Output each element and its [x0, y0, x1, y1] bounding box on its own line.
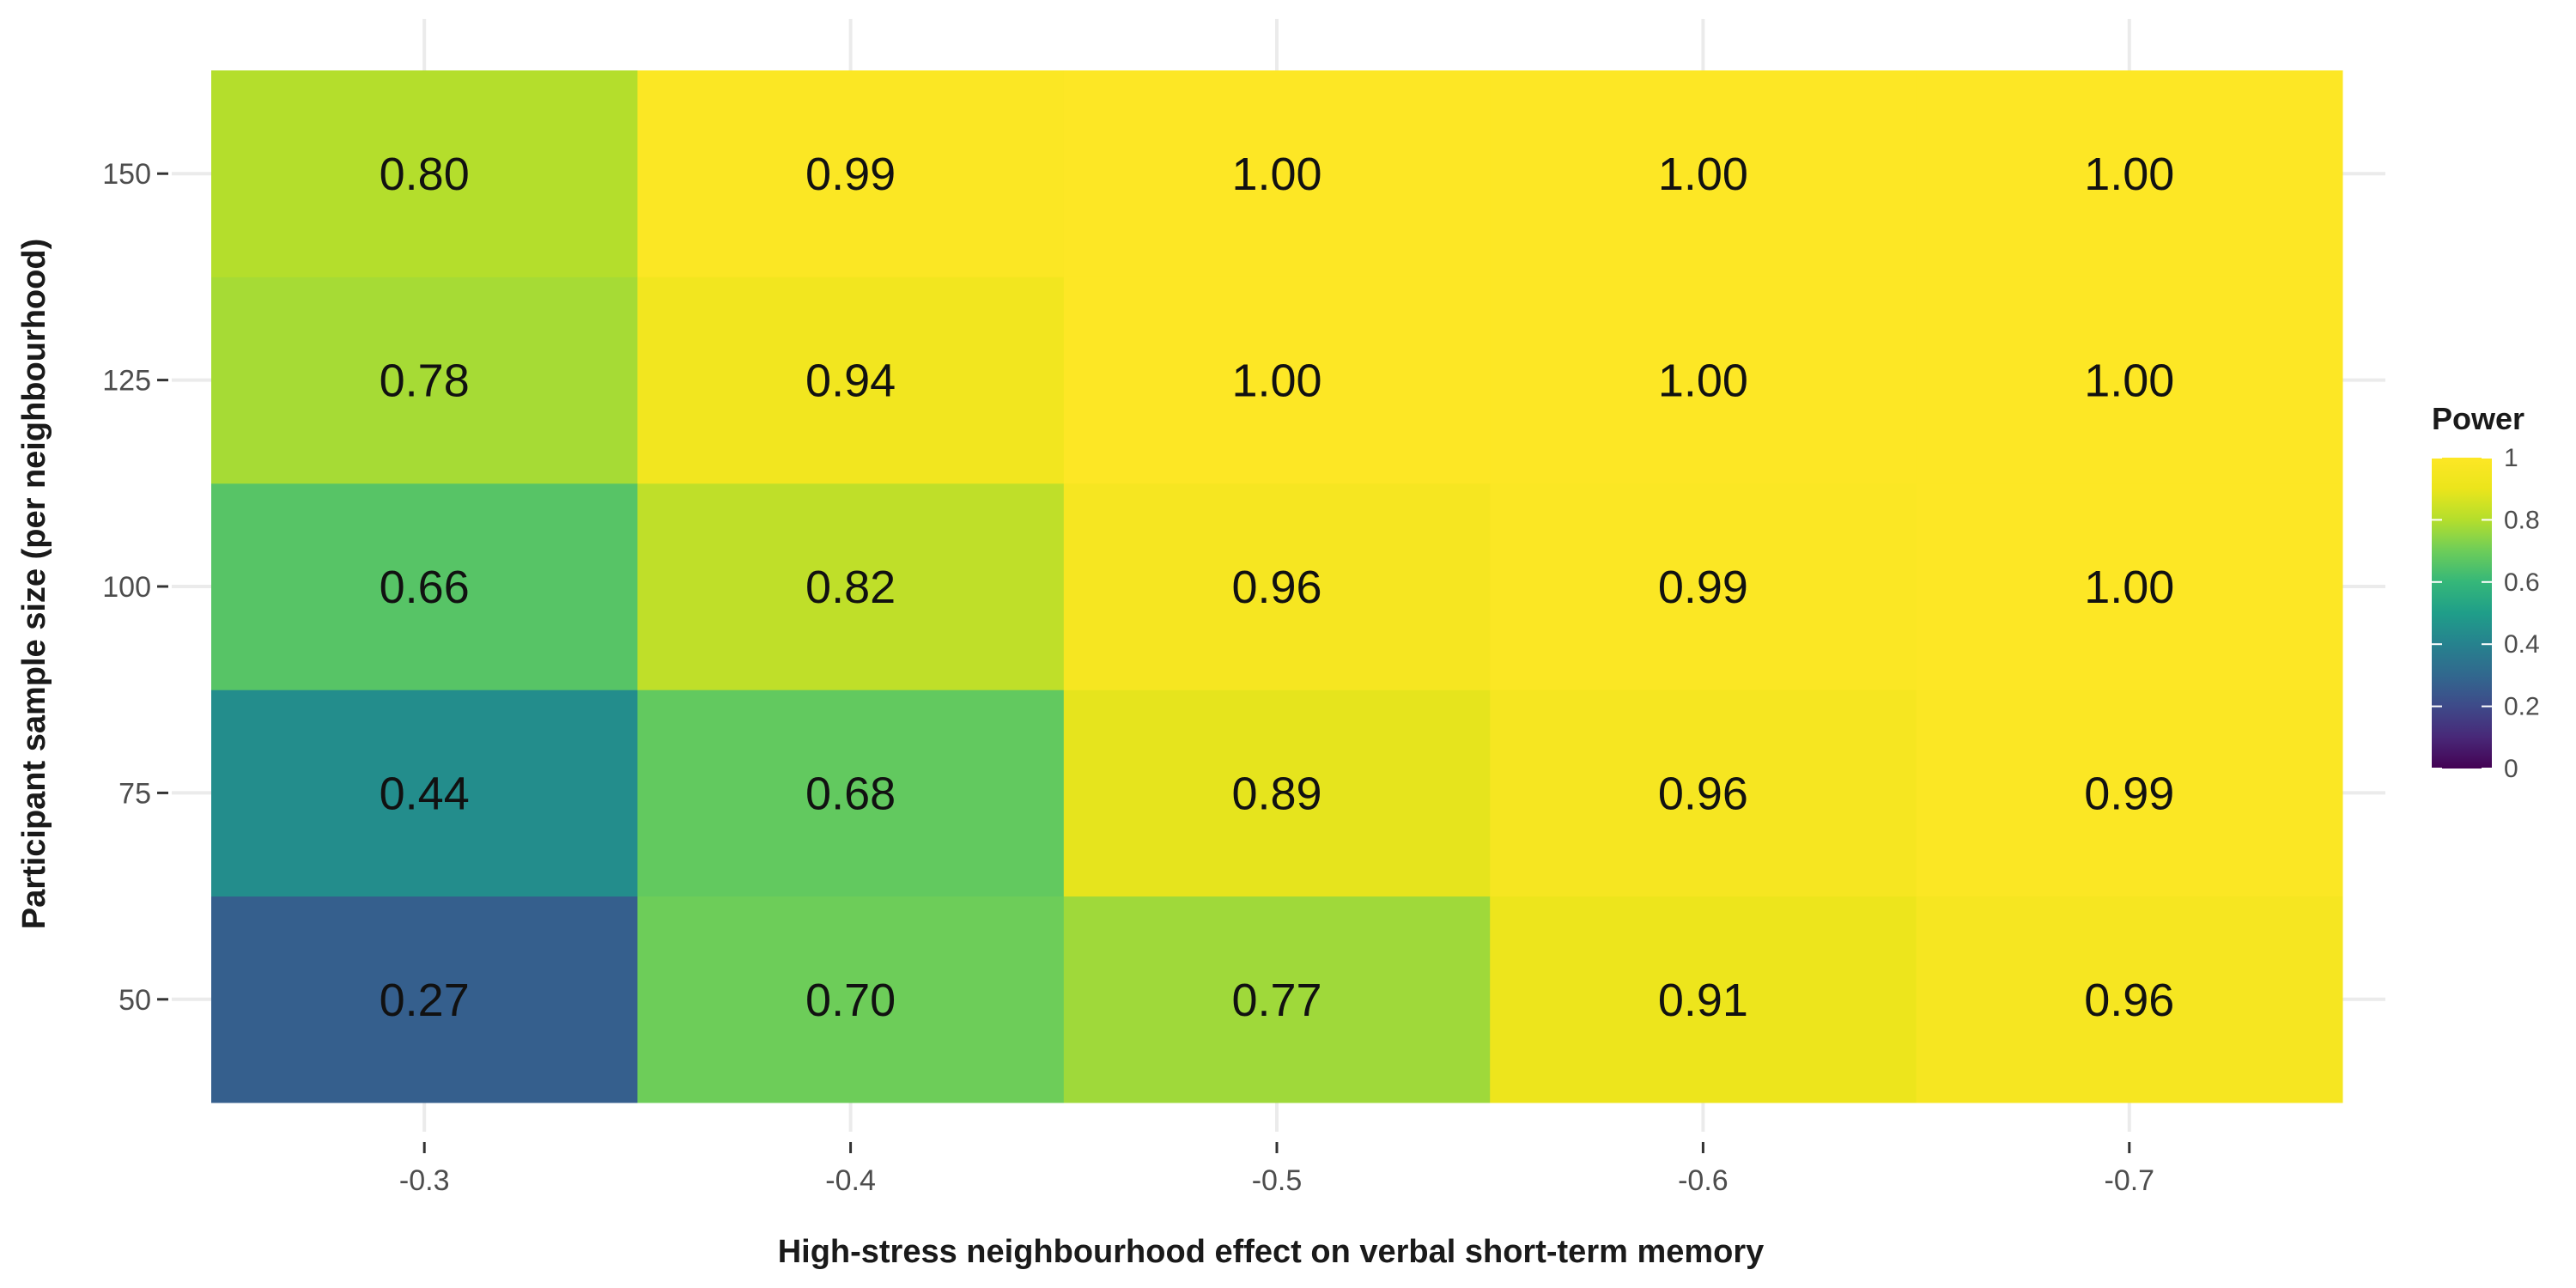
x-tick-label: -0.6 — [1678, 1164, 1728, 1197]
heatmap-cell — [211, 690, 638, 897]
heatmap-cell — [637, 276, 1065, 484]
cell-value-label: 0.80 — [380, 149, 470, 200]
x-tick-label: -0.4 — [825, 1164, 876, 1197]
legend-color-bar — [2432, 458, 2492, 769]
heatmap-cell — [1916, 690, 2343, 897]
heatmap-cell — [637, 690, 1065, 897]
cell-value-label: 0.89 — [1231, 768, 1321, 819]
cell-value-label: 0.77 — [1231, 975, 1321, 1026]
legend-tick-label: 0.4 — [2504, 630, 2540, 659]
x-axis: -0.3 -0.4 -0.5 -0.6 -0.7 — [399, 1142, 2154, 1197]
cell-value-label: 0.70 — [805, 975, 896, 1026]
cell-value-label: 1.00 — [1231, 149, 1321, 200]
heatmap-cell — [1916, 276, 2343, 484]
cell-value-label: 0.68 — [805, 768, 896, 819]
cell-value-label: 0.96 — [1231, 562, 1321, 613]
heatmap-cell — [1490, 896, 1917, 1103]
heatmap-cell — [211, 896, 638, 1103]
heatmap-cell — [211, 276, 638, 484]
heatmap-cell — [211, 70, 638, 277]
legend-title: Power — [2432, 401, 2524, 436]
cell-value-label: 1.00 — [2084, 562, 2174, 613]
legend-tick-label: 0.6 — [2504, 568, 2540, 597]
y-tick-label: 150 — [102, 158, 151, 191]
legend-tick-label: 0.8 — [2504, 506, 2540, 534]
cell-value-label: 1.00 — [2084, 149, 2174, 200]
heatmap-cell — [1063, 483, 1491, 690]
cell-value-label: 0.94 — [805, 355, 896, 407]
y-tick-label: 100 — [102, 571, 151, 604]
heatmap-cell — [1063, 70, 1491, 277]
cell-value-label: 0.82 — [805, 562, 896, 613]
cell-value-label: 0.99 — [1658, 562, 1748, 613]
legend-tick-label: 0.2 — [2504, 693, 2540, 721]
cell-value-label: 0.27 — [380, 975, 470, 1026]
heatmap-cell — [1063, 276, 1491, 484]
cell-value-label: 0.78 — [380, 355, 470, 407]
heatmap-cell — [211, 483, 638, 690]
cell-value-label: 0.99 — [2084, 768, 2174, 819]
x-axis-title: High-stress neighbourhood effect on verb… — [778, 1234, 1765, 1270]
cell-value-label: 1.00 — [2084, 355, 2174, 407]
cell-value-label: 0.44 — [380, 768, 470, 819]
cell-value-label: 1.00 — [1658, 149, 1748, 200]
cell-value-label: 1.00 — [1658, 355, 1748, 407]
y-tick-label: 75 — [118, 777, 151, 810]
y-axis: 50 75 100 125 150 — [102, 158, 168, 1017]
cell-value-label: 0.91 — [1658, 975, 1748, 1026]
heatmap-cell — [1063, 896, 1491, 1103]
x-tick-label: -0.3 — [399, 1164, 450, 1197]
y-tick-label: 125 — [102, 365, 151, 398]
heatmap-cell — [637, 483, 1065, 690]
heatmap-cell — [1916, 70, 2343, 277]
heatmap-cells — [211, 70, 2343, 1103]
cell-value-label: 0.96 — [1658, 768, 1748, 819]
heatmap-cell — [1490, 70, 1917, 277]
heatmap-cell — [1063, 690, 1491, 897]
heatmap-cell — [637, 896, 1065, 1103]
heatmap-cell — [1916, 896, 2343, 1103]
legend-tick-label: 1 — [2504, 444, 2518, 472]
cell-value-label: 0.96 — [2084, 975, 2174, 1026]
heatmap-cell — [1490, 276, 1917, 484]
legend-tick-label: 0 — [2504, 755, 2518, 783]
cell-value-label: 0.66 — [380, 562, 470, 613]
cell-value-label: 0.99 — [805, 149, 896, 200]
heatmap-cell — [1490, 483, 1917, 690]
heatmap-cell — [637, 70, 1065, 277]
x-tick-label: -0.5 — [1252, 1164, 1303, 1197]
x-tick-label: -0.7 — [2105, 1164, 2155, 1197]
color-legend: Power 0 0.2 0.4 0.6 0.8 1 — [2432, 401, 2540, 783]
heatmap-cell — [1490, 690, 1917, 897]
cell-value-label: 1.00 — [1231, 355, 1321, 407]
heatmap-cell — [1916, 483, 2343, 690]
y-tick-label: 50 — [118, 984, 151, 1017]
y-axis-title: Participant sample size (per neighbourho… — [16, 239, 52, 929]
cell-value-labels: 0.27 0.70 0.77 0.91 0.96 0.44 0.68 0.89 0.96 0.99… — [380, 149, 2175, 1026]
